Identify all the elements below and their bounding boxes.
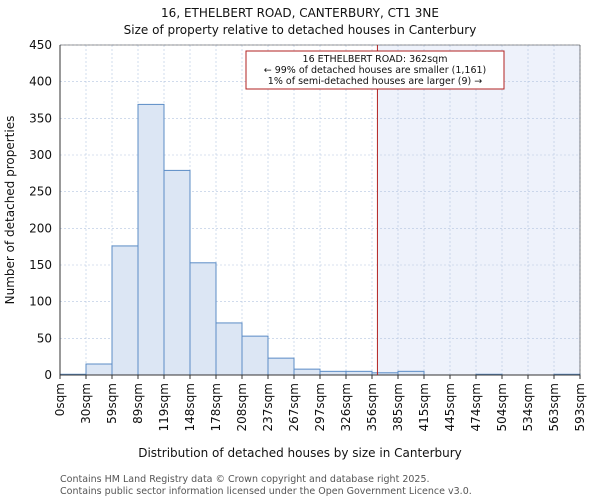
x-tick-label: 534sqm [521,383,535,431]
x-tick-label: 385sqm [391,383,405,431]
histogram-bar [241,335,269,376]
annotation-text-line: 1% of semi-detached houses are larger (9… [268,76,482,87]
x-tick-label: 504sqm [495,383,509,431]
chart-subtitle: Size of property relative to detached ho… [124,23,477,37]
y-tick-label: 150 [29,258,52,272]
x-tick-label: 593sqm [573,383,587,431]
annotation-box [245,50,505,90]
histogram-bar [137,103,165,376]
x-tick-label: 89sqm [131,383,145,424]
x-tick-label: 178sqm [209,383,223,431]
x-tick-label: 356sqm [365,383,379,431]
x-tick-label: 563sqm [547,383,561,431]
histogram-bar [267,357,295,376]
y-tick-label: 0 [44,368,52,382]
x-tick-label: 297sqm [313,383,327,431]
y-tick-label: 200 [29,221,52,235]
y-tick-label: 400 [29,75,52,89]
y-tick-label: 100 [29,295,52,309]
chart-title: 16, ETHELBERT ROAD, CANTERBURY, CT1 3NE [161,6,439,20]
y-tick-label: 350 [29,111,52,125]
y-tick-label: 50 [37,331,52,345]
x-tick-label: 0sqm [53,383,67,416]
x-tick-label: 148sqm [183,383,197,431]
y-tick-label: 300 [29,148,52,162]
footer-copyright: Contains HM Land Registry data © Crown c… [60,474,430,485]
x-tick-label: 237sqm [261,383,275,431]
footer-licence: Contains public sector information licen… [60,486,472,497]
histogram-bar [163,169,191,376]
annotation-text-line: ← 99% of detached houses are smaller (1,… [264,65,487,76]
highlight-region [377,45,580,375]
x-tick-label: 267sqm [287,383,301,431]
histogram-bar [189,262,217,376]
y-tick-label: 250 [29,185,52,199]
histogram-bar [85,363,113,376]
x-tick-label: 59sqm [105,383,119,424]
histogram-bar [397,370,425,376]
x-tick-label: 445sqm [443,383,457,431]
x-axis-label: Distribution of detached houses by size … [138,446,462,460]
x-tick-label: 474sqm [469,383,483,431]
x-tick-label: 30sqm [79,383,93,424]
histogram-bar [215,322,243,376]
x-tick-label: 119sqm [157,383,171,431]
plot-area: 0 50 100 150 200 250 300 350 400 450 0sqm 30sqm 59sq… [29,38,587,431]
x-tick-label: 208sqm [235,383,249,431]
y-tick-label: 450 [29,38,52,52]
annotation-text-line: 16 ETHELBERT ROAD: 362sqm [303,54,448,65]
histogram-bar [293,368,321,376]
histogram-bar [319,370,347,376]
x-tick-label: 415sqm [417,383,431,431]
histogram-bar [345,370,373,376]
x-tick-label: 326sqm [339,383,353,431]
histogram-bar [111,245,139,376]
y-axis-label: Number of detached properties [3,116,17,305]
